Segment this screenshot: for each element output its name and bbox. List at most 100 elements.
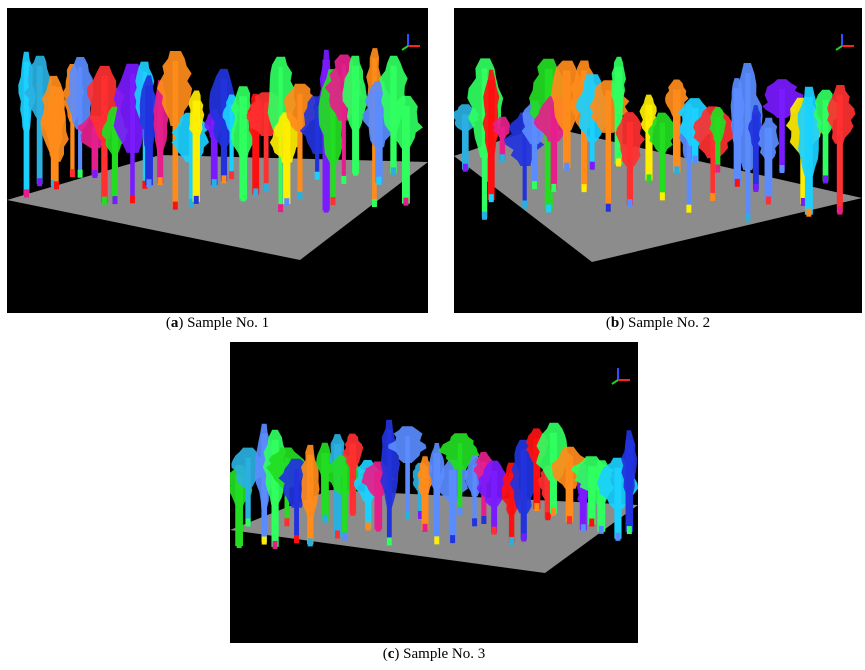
axis-gizmo (402, 34, 420, 50)
point-cloud-image (7, 8, 428, 313)
tree-base (674, 166, 679, 174)
point-cloud-image (454, 8, 862, 313)
tree-base (315, 172, 320, 180)
tree-base (779, 165, 784, 173)
tree-base (710, 193, 715, 201)
tree-base (324, 205, 329, 213)
tree-base (78, 170, 83, 178)
tree-base (278, 204, 283, 212)
axis-gizmo (836, 34, 854, 50)
tree-base (546, 204, 551, 212)
tree-base (551, 508, 556, 516)
tree-base (194, 196, 199, 204)
tree-base (37, 178, 42, 186)
tree-base (545, 512, 550, 520)
tree-base (405, 511, 410, 519)
axis-gizmo (612, 368, 630, 384)
tree-base (70, 169, 75, 177)
tree-base (342, 533, 347, 541)
tree-base (92, 170, 97, 178)
tree-base (434, 536, 439, 544)
tree-base (284, 198, 289, 206)
tree-base (423, 524, 428, 532)
tree-base (297, 192, 302, 200)
tree-base (686, 205, 691, 213)
tree-base (766, 196, 771, 204)
tree-base (330, 197, 335, 205)
tree-base (521, 534, 526, 542)
tree-base (582, 184, 587, 192)
tree-base (599, 526, 604, 534)
tree-base (335, 530, 340, 538)
tree-base (500, 154, 505, 162)
tree-base (353, 168, 358, 176)
tree-base (567, 516, 572, 524)
tree-base (212, 179, 217, 187)
gizmo-axis (612, 380, 618, 384)
tree-base (376, 177, 381, 185)
tree-base (615, 533, 620, 541)
tree-base (806, 209, 811, 217)
tree-base (146, 179, 151, 187)
gizmo-axis (836, 46, 842, 50)
tree-base (294, 535, 299, 543)
tree-base (341, 176, 346, 184)
tree-base (581, 524, 586, 532)
tree-base (837, 207, 842, 215)
tree-base (284, 518, 289, 526)
tree-base (564, 163, 569, 171)
page: (a) Sample No. 1 (b) Sample No. 2 (c) Sa… (0, 0, 865, 670)
caption-part: ) Sample No. 1 (178, 315, 269, 331)
tree-base (590, 162, 595, 170)
tree-base (627, 199, 632, 207)
tree-base (457, 507, 462, 515)
tree-base (237, 540, 242, 548)
caption: (c) Sample No. 3 (230, 646, 638, 663)
tree-base (372, 199, 377, 207)
tree-base (308, 538, 313, 546)
tree-base (173, 202, 178, 210)
tree-base (102, 197, 107, 205)
tree-base (472, 518, 477, 526)
tree-base (589, 519, 594, 527)
tree-base (745, 214, 750, 222)
tree-base (450, 535, 455, 543)
tree-base (753, 184, 758, 192)
tree-base (522, 201, 527, 209)
caption: (b) Sample No. 2 (454, 315, 862, 332)
tree-base (532, 181, 537, 189)
caption-part: ) Sample No. 2 (619, 315, 710, 331)
tree-base (221, 175, 226, 183)
tree-base (606, 204, 611, 212)
tree-base (509, 537, 514, 545)
point-cloud-image (230, 342, 638, 643)
tree-base (660, 192, 665, 200)
tree-base (489, 194, 494, 202)
tree-base (627, 526, 632, 534)
tree-base (551, 184, 556, 192)
tree-base (616, 158, 621, 166)
tree-base (229, 171, 234, 179)
tree-base (482, 212, 487, 220)
tree-base (646, 174, 651, 182)
tree-base (481, 516, 486, 524)
tree-base (130, 195, 135, 203)
tree-base (322, 515, 327, 523)
caption-label: b (611, 315, 619, 331)
tree-base (262, 537, 267, 545)
tree-base (463, 164, 468, 172)
tree-base (366, 522, 371, 530)
tree-base (54, 181, 59, 189)
tree-base (387, 537, 392, 545)
tree-base (158, 177, 163, 185)
tree-base (735, 179, 740, 187)
tree-base (693, 156, 698, 164)
tree-base (24, 189, 29, 197)
caption-part: ) Sample No. 3 (394, 646, 485, 662)
tree-base (391, 167, 396, 175)
tree-base (492, 527, 497, 535)
gizmo-axis (402, 46, 408, 50)
tree-base (253, 188, 258, 196)
tree-base (403, 198, 408, 206)
caption: (a) Sample No. 1 (7, 315, 428, 332)
